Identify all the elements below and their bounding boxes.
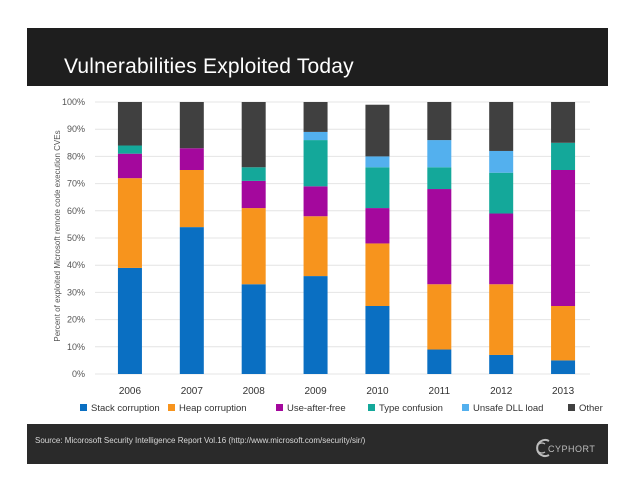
x-tick-label: 2013: [552, 386, 575, 397]
x-tick-label: 2007: [181, 386, 204, 397]
bar-segment-heap-corruption-2013: [551, 306, 576, 361]
bar-segment-other-2007: [179, 102, 204, 149]
legend-swatch: [368, 404, 375, 411]
bar-segment-type-confusion-2011: [427, 167, 452, 190]
x-tick-label: 2011: [429, 386, 451, 397]
bar-segment-heap-corruption-2006: [117, 178, 142, 268]
bar-segment-stack-corruption-2012: [489, 354, 514, 374]
legend-label: Other: [579, 403, 603, 414]
legend: Stack corruption Heap corruption Use-after…: [80, 403, 603, 414]
bar-segment-use-after-free-2007: [179, 148, 204, 170]
x-tick-label: 2012: [490, 386, 513, 397]
bars: [117, 102, 576, 374]
title-bar: [27, 28, 608, 86]
bar-segment-other-2011: [427, 102, 452, 141]
bar-segment-use-after-free-2008: [241, 180, 266, 209]
x-axis-labels: 2006 2007 2008 2009 2010 2011 2012 2013: [119, 386, 575, 397]
logo-text: CYPHORT: [548, 444, 596, 454]
bar-segment-type-confusion-2012: [489, 172, 514, 214]
bar-segment-type-confusion-2013: [551, 142, 576, 170]
legend-swatch: [168, 404, 175, 411]
bar-segment-heap-corruption-2011: [427, 284, 452, 350]
bar-segment-stack-corruption-2010: [365, 306, 390, 374]
bar-segment-type-confusion-2009: [303, 140, 328, 187]
source-citation: Source: Micorosoft Security Intelligence…: [35, 436, 366, 445]
bar-segment-type-confusion-2008: [241, 167, 266, 181]
legend-swatch: [568, 404, 575, 411]
bar-segment-use-after-free-2012: [489, 213, 514, 285]
x-tick-label: 2009: [304, 386, 327, 397]
legend-swatch: [276, 404, 283, 411]
legend-label: Unsafe DLL load: [473, 403, 543, 414]
bar-segment-other-2009: [303, 102, 328, 132]
legend-label: Stack corruption: [91, 403, 160, 414]
legend-label: Heap corruption: [179, 403, 247, 414]
bar-segment-heap-corruption-2009: [303, 216, 328, 277]
y-tick-label: 100%: [62, 97, 85, 107]
legend-label: Type confusion: [379, 403, 443, 414]
bar-segment-other-2006: [117, 102, 142, 146]
bar-segment-use-after-free-2013: [551, 170, 576, 306]
legend-label: Use-after-free: [287, 403, 346, 414]
y-tick-label: 20%: [67, 315, 85, 325]
bar-segment-heap-corruption-2007: [179, 170, 204, 228]
bar-segment-type-confusion-2010: [365, 167, 390, 209]
slide-title: Vulnerabilities Exploited Today: [64, 55, 354, 78]
bar-segment-heap-corruption-2008: [241, 208, 266, 285]
bar-segment-stack-corruption-2007: [179, 227, 204, 374]
bar-segment-unsafe-dll-load-2009: [303, 131, 328, 141]
bar-segment-stack-corruption-2013: [551, 360, 576, 374]
x-tick-label: 2008: [243, 386, 266, 397]
bar-segment-use-after-free-2011: [427, 189, 452, 285]
bar-segment-heap-corruption-2010: [365, 243, 390, 306]
legend-swatch: [80, 404, 87, 411]
y-axis-ticks: 0% 10% 20% 30% 40% 50% 60% 70% 80% 90% 100%: [62, 97, 85, 379]
bar-segment-stack-corruption-2006: [117, 267, 142, 374]
bar-segment-stack-corruption-2008: [241, 284, 266, 374]
footer-bar: [27, 424, 608, 464]
y-tick-label: 40%: [67, 260, 85, 270]
legend-swatch: [462, 404, 469, 411]
x-tick-label: 2006: [119, 386, 142, 397]
y-tick-label: 30%: [67, 287, 85, 297]
bar-segment-use-after-free-2010: [365, 208, 390, 244]
bar-segment-unsafe-dll-load-2010: [365, 156, 390, 168]
cyphort-logo-icon: [536, 439, 550, 457]
y-axis-label: Percent of exploited Microsoft remote co…: [53, 130, 62, 341]
y-tick-label: 0%: [72, 369, 85, 379]
bar-segment-use-after-free-2009: [303, 186, 328, 217]
bar-segment-other-2012: [489, 102, 514, 151]
bar-segment-use-after-free-2006: [117, 153, 142, 179]
y-tick-label: 10%: [67, 342, 85, 352]
bar-segment-unsafe-dll-load-2011: [427, 140, 452, 168]
bar-segment-stack-corruption-2009: [303, 276, 328, 374]
bar-segment-stack-corruption-2011: [427, 349, 452, 374]
bar-segment-heap-corruption-2012: [489, 284, 514, 355]
y-tick-label: 60%: [67, 206, 85, 216]
bar-segment-other-2010: [365, 104, 390, 157]
y-tick-label: 50%: [67, 233, 85, 243]
gridlines: [95, 101, 590, 375]
bar-segment-type-confusion-2006: [117, 145, 142, 154]
y-tick-label: 90%: [67, 124, 85, 134]
y-tick-label: 70%: [67, 179, 85, 189]
bar-segment-other-2013: [551, 102, 576, 143]
bar-segment-other-2008: [241, 102, 266, 168]
x-tick-label: 2010: [366, 386, 389, 397]
bar-segment-unsafe-dll-load-2012: [489, 150, 514, 173]
y-tick-label: 80%: [67, 151, 85, 161]
